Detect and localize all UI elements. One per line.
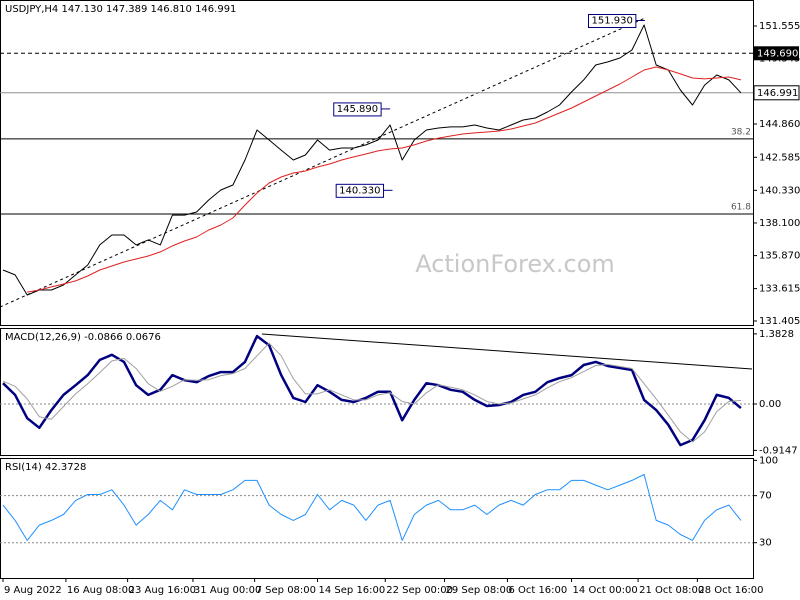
y-tick-label: 131.405 xyxy=(759,316,800,327)
y-tick-label: 151.555 xyxy=(759,21,800,32)
series-line xyxy=(27,66,742,293)
panel-title: USDJPY,H4 147.130 147.389 146.810 146.99… xyxy=(5,4,236,15)
y-tick-label: 30 xyxy=(759,538,772,549)
y-tick-label: 70 xyxy=(759,491,772,502)
panel-title: RSI(14) 42.3728 xyxy=(5,462,86,473)
y-tick-label: 140.330 xyxy=(759,185,800,196)
price-marker-label: 140.330 xyxy=(339,185,380,196)
series-line xyxy=(2,334,742,447)
price-marker-label: 145.890 xyxy=(337,104,378,115)
x-tick-label: 14 Oct 00:00 xyxy=(573,585,638,596)
watermark: ActionForex.com xyxy=(415,250,615,278)
trend-channel-line xyxy=(0,17,646,308)
panel-frame xyxy=(0,328,754,456)
y-tick-label: 142.585 xyxy=(759,152,800,163)
panel-frame xyxy=(0,0,754,326)
x-tick-label: 21 Oct 08:00 xyxy=(639,585,704,596)
y-tick-label: 1.3828 xyxy=(759,329,794,340)
last-price-label: 146.991 xyxy=(757,88,798,99)
x-tick-label: 23 Aug 16:00 xyxy=(129,585,196,596)
price-marker-label: 151.930 xyxy=(591,15,632,26)
level-tag xyxy=(754,46,799,61)
x-tick-label: 16 Aug 08:00 xyxy=(67,585,134,596)
panel-frame xyxy=(0,458,754,579)
y-tick-label: 138.100 xyxy=(759,218,800,229)
series-line xyxy=(2,342,741,443)
x-tick-label: 22 Sep 00:00 xyxy=(386,585,453,596)
last-price-tag xyxy=(753,85,800,101)
panel-title: MACD(12,26,9) -0.0866 0.0676 xyxy=(5,332,161,343)
y-tick-label: 100 xyxy=(759,455,778,466)
y-tick-label: 135.870 xyxy=(759,251,800,262)
level-label: 61.8 xyxy=(731,203,751,213)
x-tick-label: 9 Aug 2022 xyxy=(4,585,62,596)
level-label: 149.690 xyxy=(757,48,798,59)
series-line xyxy=(2,474,742,541)
macd-trend-line xyxy=(261,333,753,370)
level-label: 38.2 xyxy=(731,127,751,137)
x-tick-label: 7 Sep 08:00 xyxy=(256,585,316,596)
x-tick-label: 14 Sep 16:00 xyxy=(319,585,386,596)
series-line xyxy=(2,24,742,296)
y-tick-label: 133.615 xyxy=(759,284,800,295)
y-tick-label: 144.860 xyxy=(759,119,800,130)
y-tick-label: 0.00 xyxy=(759,399,781,410)
x-tick-label: 28 Oct 16:00 xyxy=(698,585,763,596)
y-tick-label: -0.9147 xyxy=(759,445,798,456)
x-tick-label: 31 Aug 00:00 xyxy=(194,585,261,596)
x-tick-label: 6 Oct 16:00 xyxy=(508,585,567,596)
x-tick-label: 29 Sep 08:00 xyxy=(446,585,513,596)
